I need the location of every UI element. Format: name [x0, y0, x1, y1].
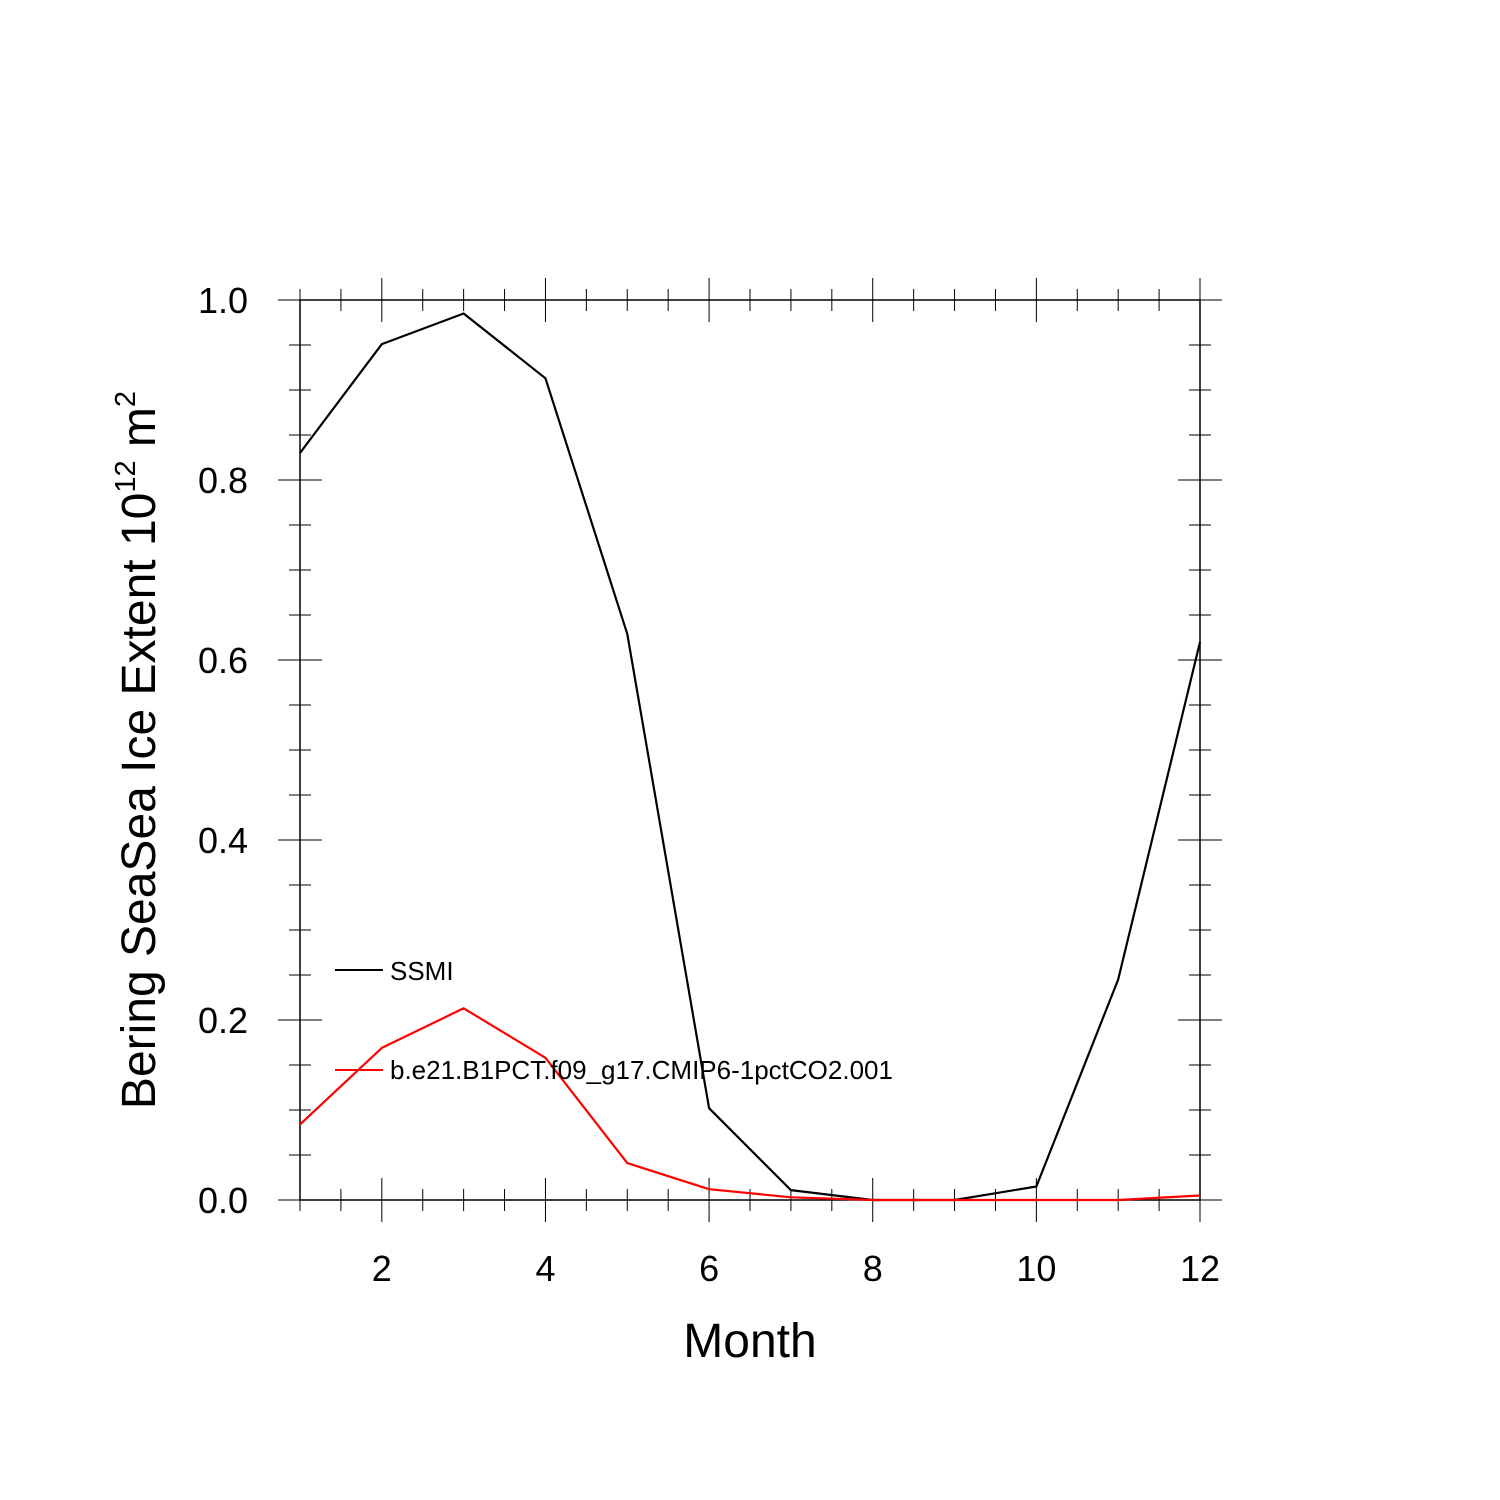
axis-ticks: [278, 278, 1222, 1222]
x-tick-label: 2: [372, 1248, 392, 1289]
legend-label-model: b.e21.B1PCT.f09_g17.CMIP6-1pctCO2.001: [390, 1055, 893, 1085]
y-axis-title-unit-exponent: 2: [110, 391, 142, 407]
series-line-model: [299, 1007, 1201, 1202]
x-tick-label: 4: [535, 1248, 555, 1289]
x-axis-title: Month: [683, 1315, 816, 1368]
y-tick-label: 0.2: [198, 1000, 248, 1041]
y-tick-label: 1.0: [198, 280, 248, 321]
y-axis-title-exponent: 12: [110, 460, 142, 492]
y-tick-label: 0.8: [198, 460, 248, 501]
axis-tick-labels: 2 4 6 8 10 12 0.0 0.2 0.4 0.6 0.8 1.0: [198, 280, 1220, 1289]
x-tick-label: 12: [1180, 1248, 1220, 1289]
legend-label-ssmi: SSMI: [390, 956, 454, 986]
x-tick-label: 10: [1016, 1248, 1056, 1289]
y-axis-title: Bering SeaSea Ice Extent 1012 m2: [110, 391, 166, 1109]
legend: SSMI b.e21.B1PCT.f09_g17.CMIP6-1pctCO2.0…: [335, 956, 893, 1085]
series-lines: [299, 312, 1202, 1202]
x-tick-label: 6: [699, 1248, 719, 1289]
x-tick-label: 8: [863, 1248, 883, 1289]
y-tick-label: 0.4: [198, 820, 248, 861]
y-tick-label: 0.6: [198, 640, 248, 681]
y-axis-title-main: Bering SeaSea Ice Extent 10: [113, 493, 166, 1109]
y-tick-label: 0.0: [198, 1180, 248, 1221]
y-axis-title-unit: m: [113, 407, 166, 460]
series-line-ssmi: [299, 312, 1202, 1202]
